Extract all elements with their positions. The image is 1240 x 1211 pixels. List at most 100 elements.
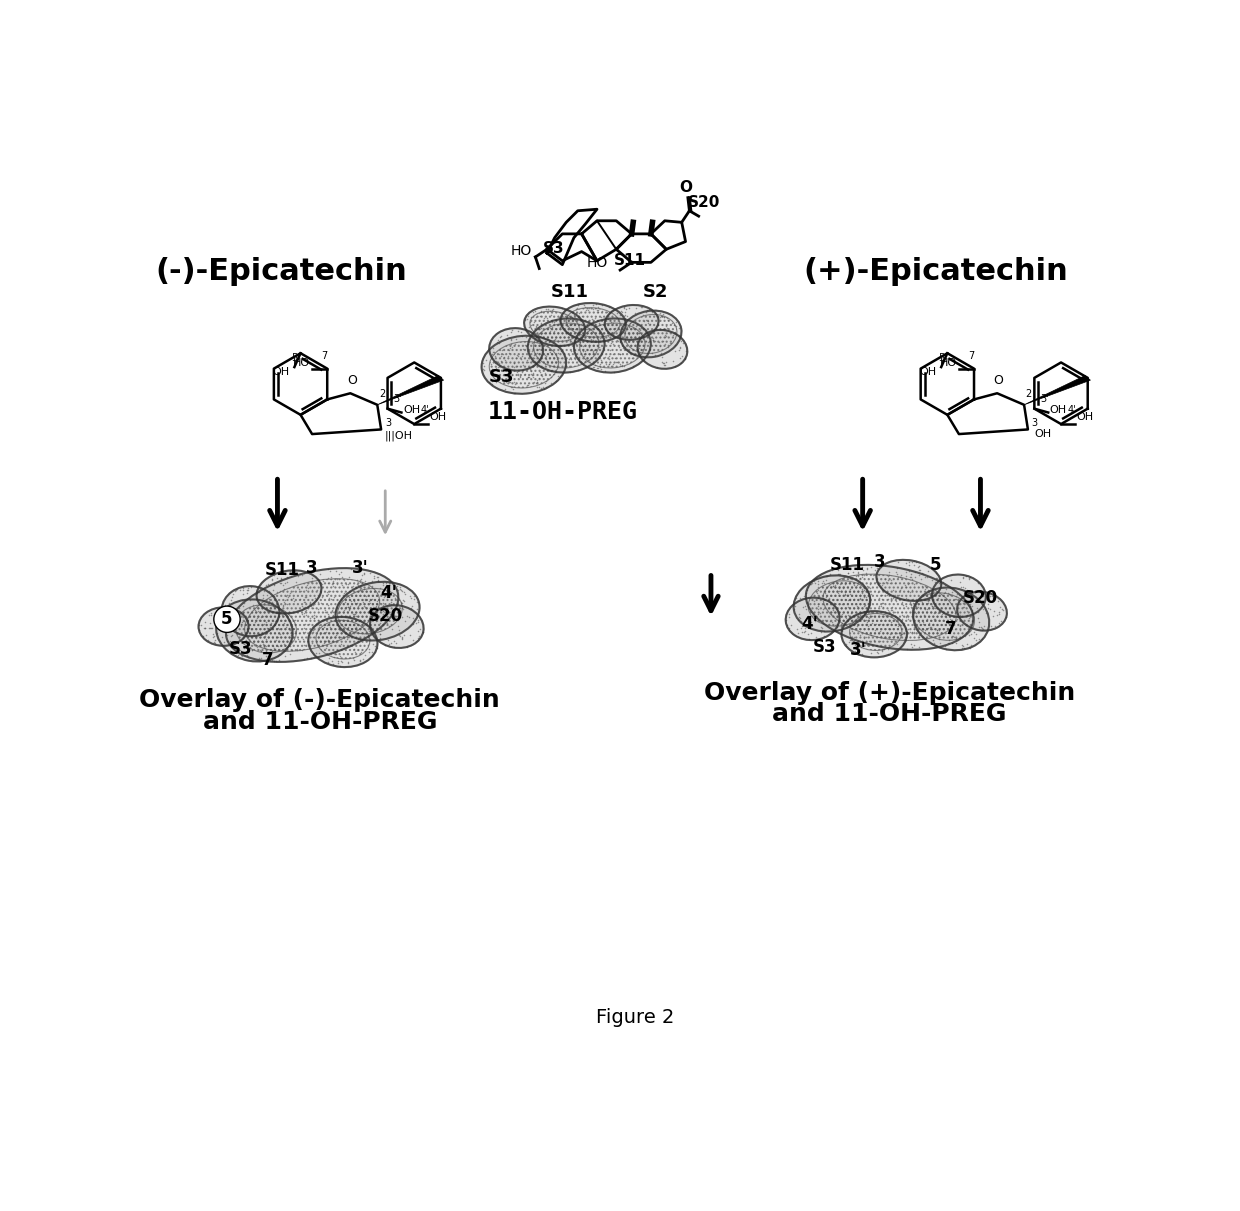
Point <box>941 570 961 590</box>
Point <box>815 581 835 601</box>
Point <box>795 622 815 642</box>
Point <box>870 610 890 630</box>
Point <box>658 310 678 329</box>
Ellipse shape <box>932 574 986 616</box>
Point <box>343 639 363 659</box>
Point <box>626 298 646 317</box>
Point <box>801 574 821 593</box>
Point <box>946 629 966 648</box>
Point <box>334 627 353 647</box>
Point <box>391 578 410 597</box>
Ellipse shape <box>842 612 906 658</box>
Point <box>959 568 978 587</box>
Point <box>588 300 608 320</box>
Point <box>310 624 330 643</box>
Point <box>844 637 864 656</box>
Point <box>569 334 589 354</box>
Point <box>373 593 393 613</box>
Point <box>952 597 972 616</box>
Point <box>848 597 868 616</box>
Point <box>296 601 316 620</box>
Point <box>673 333 693 352</box>
Point <box>217 625 237 644</box>
Point <box>838 563 858 582</box>
Point <box>527 377 547 396</box>
Point <box>300 622 320 642</box>
Point <box>284 564 304 584</box>
Point <box>580 340 600 360</box>
Point <box>304 596 324 615</box>
Point <box>350 652 370 671</box>
Point <box>825 575 844 595</box>
Point <box>945 620 965 639</box>
Point <box>320 629 340 648</box>
Point <box>305 606 325 625</box>
Point <box>314 633 334 653</box>
Point <box>854 579 874 598</box>
Point <box>510 367 529 386</box>
Point <box>904 619 924 638</box>
Point <box>370 629 389 648</box>
Point <box>906 596 926 615</box>
Point <box>332 567 352 586</box>
Point <box>655 320 675 339</box>
Point <box>810 566 830 585</box>
Point <box>906 603 926 622</box>
Point <box>495 371 515 390</box>
Point <box>932 585 952 604</box>
Point <box>526 373 546 392</box>
Point <box>280 564 300 584</box>
Point <box>970 612 990 631</box>
Point <box>232 645 252 665</box>
Point <box>797 616 817 636</box>
Point <box>562 340 582 360</box>
Point <box>792 622 812 642</box>
Point <box>823 576 843 596</box>
Point <box>590 354 610 373</box>
Point <box>644 320 663 339</box>
Point <box>260 593 280 613</box>
Point <box>600 323 620 343</box>
Point <box>241 620 260 639</box>
Point <box>962 597 982 616</box>
Point <box>864 630 884 649</box>
Point <box>844 610 864 630</box>
Point <box>872 626 892 645</box>
Text: 3: 3 <box>1032 418 1038 427</box>
Point <box>223 620 243 639</box>
Point <box>536 350 556 369</box>
Point <box>503 357 523 377</box>
Point <box>379 570 399 590</box>
Point <box>831 598 851 618</box>
Point <box>280 644 300 664</box>
Point <box>286 639 306 659</box>
Point <box>613 355 632 374</box>
Point <box>257 641 277 660</box>
Point <box>601 312 621 332</box>
Point <box>960 595 980 614</box>
Point <box>950 572 970 591</box>
Point <box>961 625 981 644</box>
Point <box>947 584 967 603</box>
Point <box>346 606 366 625</box>
Point <box>913 564 932 584</box>
Point <box>339 574 358 593</box>
Point <box>585 355 605 374</box>
Point <box>403 596 423 615</box>
Point <box>869 589 889 608</box>
Point <box>822 619 842 638</box>
Point <box>280 584 300 603</box>
Point <box>548 344 568 363</box>
Point <box>314 624 334 643</box>
Point <box>810 603 830 622</box>
Point <box>921 618 941 637</box>
Point <box>536 355 556 374</box>
Point <box>250 641 270 660</box>
Point <box>482 371 502 390</box>
Point <box>534 323 554 343</box>
Text: OH: OH <box>403 404 420 414</box>
Point <box>916 578 936 597</box>
Point <box>289 622 309 642</box>
Text: Overlay of (-)-Epicatechin: Overlay of (-)-Epicatechin <box>139 688 500 712</box>
Point <box>808 578 828 597</box>
